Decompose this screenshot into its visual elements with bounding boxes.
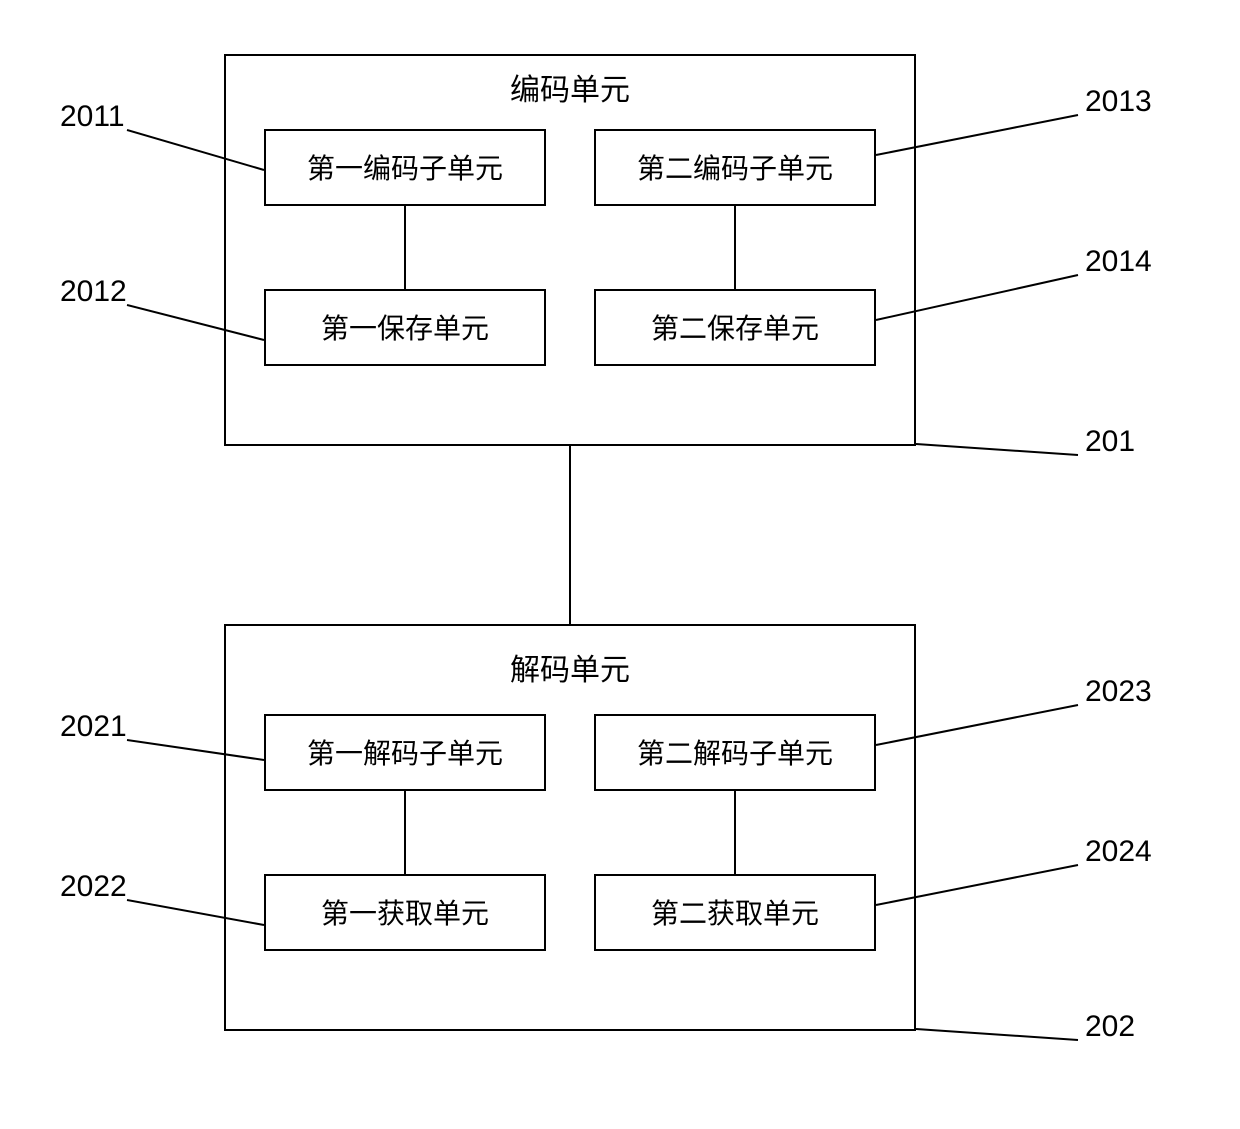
- dec-sub2-label: 第二解码子单元: [637, 738, 833, 769]
- get2-label: 第二获取单元: [651, 898, 819, 929]
- encoding-unit-box: [225, 55, 915, 445]
- connectors: [405, 205, 735, 875]
- save1-label: 第一保存单元: [321, 313, 489, 344]
- save2-label: 第二保存单元: [651, 313, 819, 344]
- diagram-canvas: 编码单元 解码单元 第一编码子单元 第二编码子单元 第一保存单元 第二保存单元 …: [0, 0, 1240, 1129]
- ref-201: 201: [1085, 425, 1135, 459]
- encoding-title: 编码单元: [510, 74, 630, 107]
- decoding-title: 解码单元: [510, 654, 630, 687]
- ref-2011: 2011: [60, 100, 125, 134]
- enc-sub1-label: 第一编码子单元: [307, 153, 503, 184]
- ref-2013: 2013: [1085, 85, 1152, 119]
- ref-2023: 2023: [1085, 675, 1152, 709]
- ref-2014: 2014: [1085, 245, 1152, 279]
- dec-sub1-label: 第一解码子单元: [307, 738, 503, 769]
- diagram-svg: 编码单元 解码单元 第一编码子单元 第二编码子单元 第一保存单元 第二保存单元 …: [0, 0, 1240, 1129]
- get1-label: 第一获取单元: [321, 898, 489, 929]
- ref-2021: 2021: [60, 710, 127, 744]
- enc-sub2-label: 第二编码子单元: [637, 153, 833, 184]
- ref-2012: 2012: [60, 275, 127, 309]
- ref-2024: 2024: [1085, 835, 1152, 869]
- ref-202: 202: [1085, 1010, 1135, 1044]
- leader-lines: [127, 115, 1078, 1040]
- ref-2022: 2022: [60, 870, 127, 904]
